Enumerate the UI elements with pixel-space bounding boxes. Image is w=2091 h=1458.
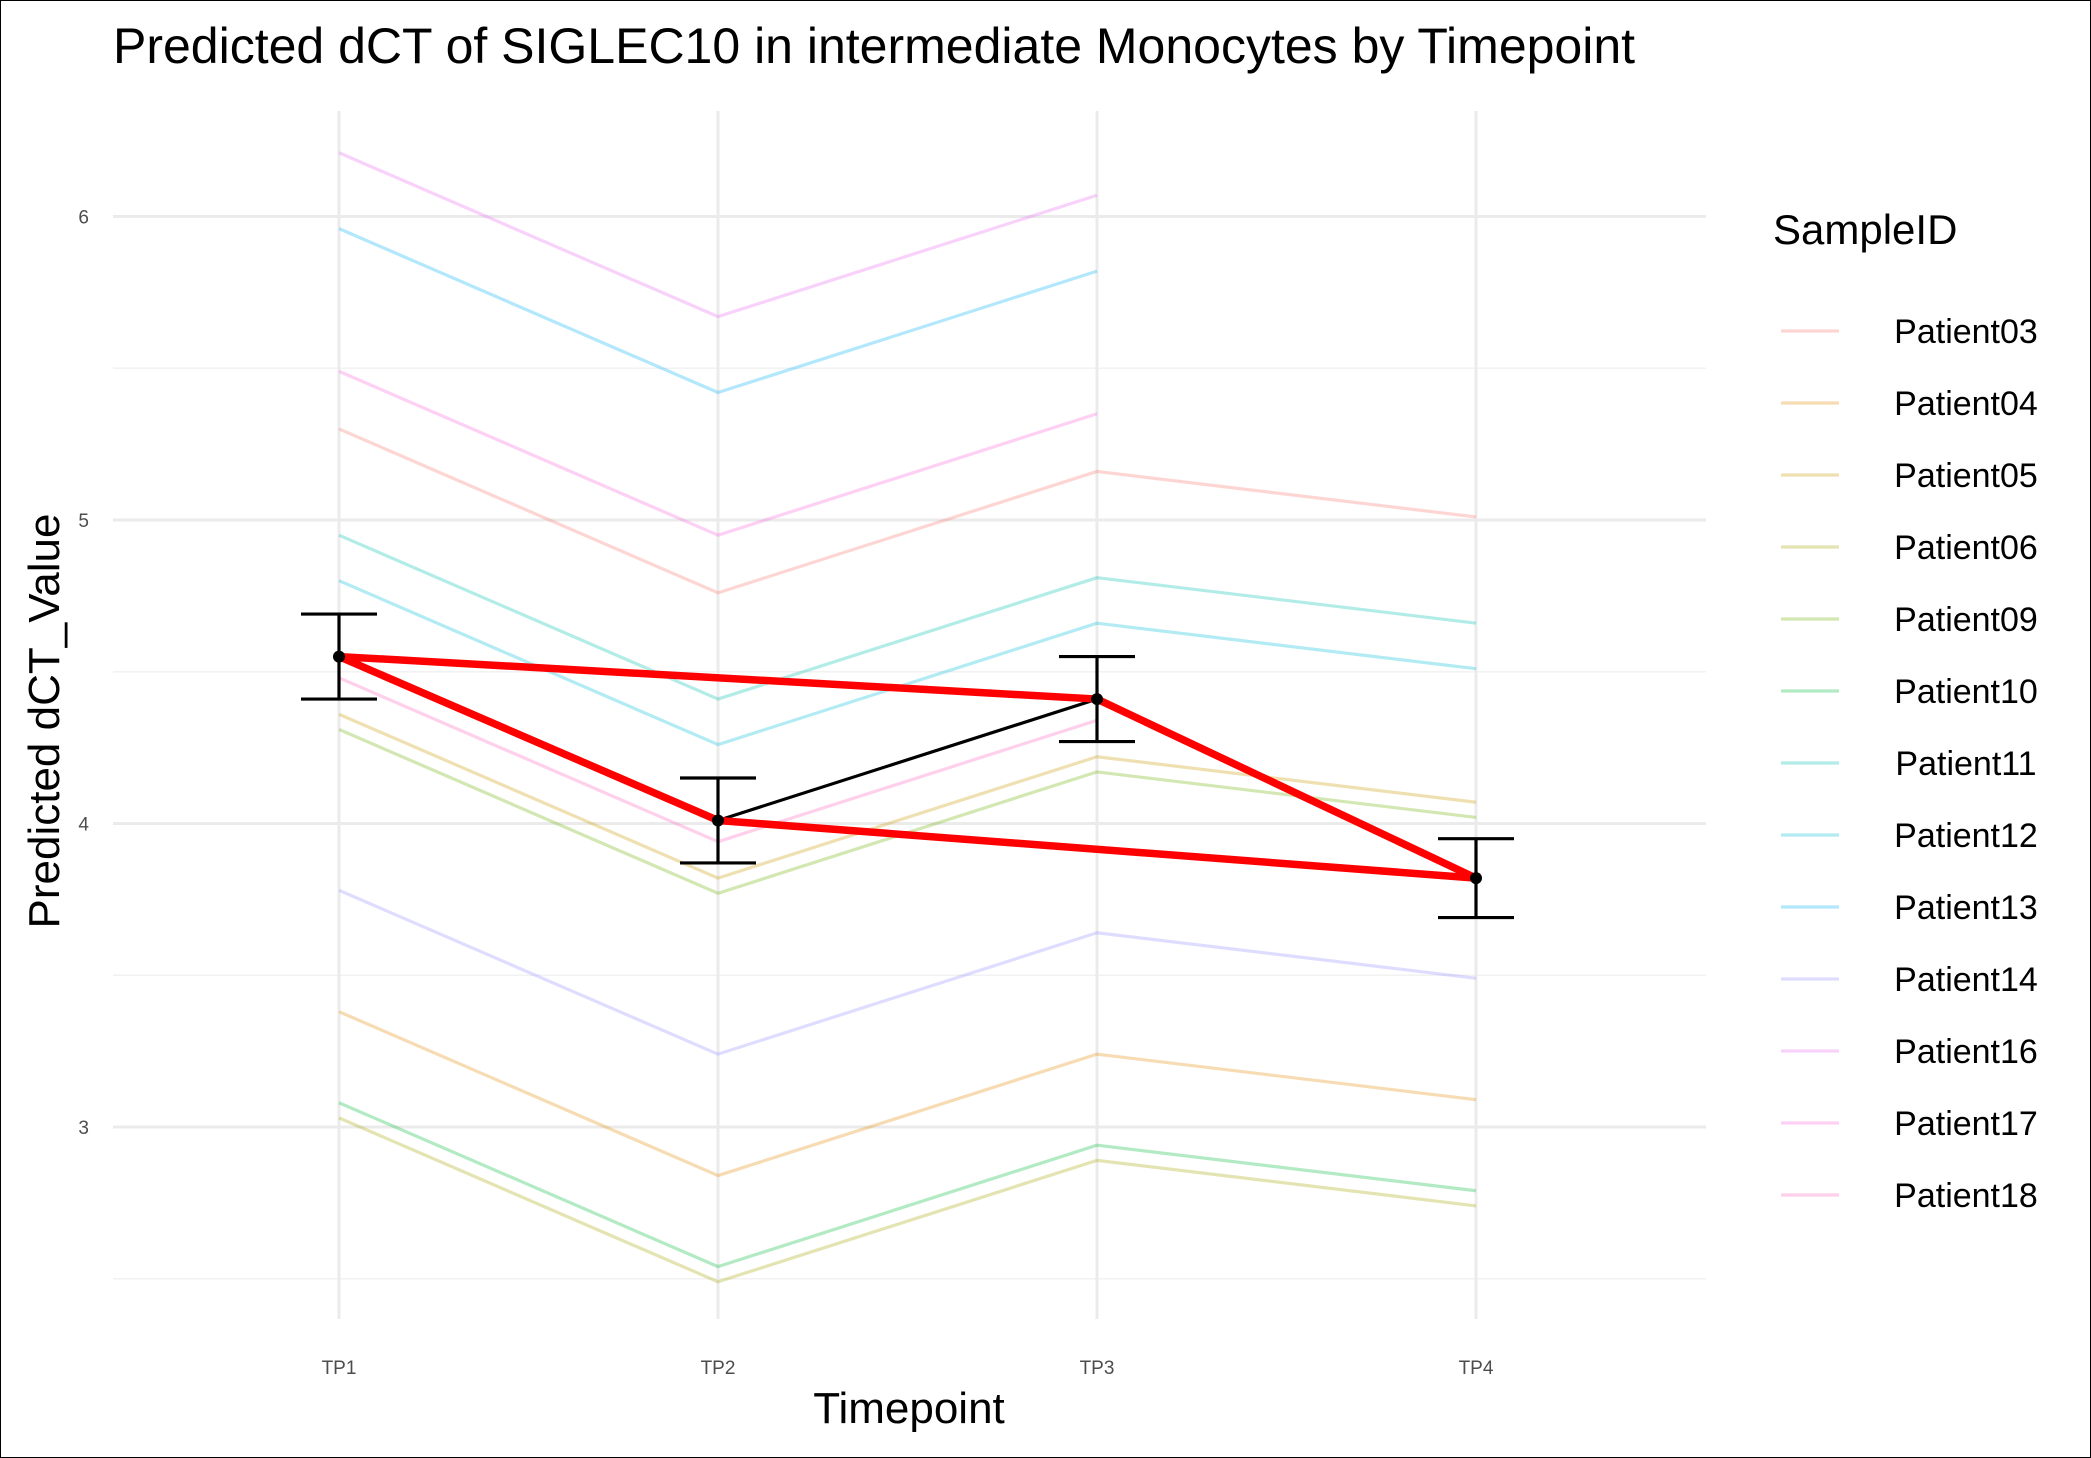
x-axis-title: Timepoint [813,1384,1005,1433]
x-tick-label: TP1 [322,1358,357,1379]
legend-label-patient11: Patient11 [1895,745,2036,783]
highlight-line [335,652,1480,882]
legend-title: SampleID [1773,206,1957,253]
series-line-patient13 [338,227,1098,395]
mean-point-tp2 [712,814,724,827]
series-layer [338,151,1477,1284]
series-line-patient12 [338,579,1477,747]
legend-label-patient09: Patient09 [1894,601,2038,639]
mean-point-tp1 [333,650,345,663]
series-line-patient11 [338,533,1477,701]
highlight-layer [333,650,1482,885]
legend-label-patient04: Patient04 [1894,385,2038,423]
y-axis-title: Predicted dCT_Value [20,514,69,929]
legend-label-patient03: Patient03 [1894,313,2038,351]
y-tick-label: 3 [78,1118,89,1139]
x-tick-label: TP4 [1459,1358,1494,1379]
legend-label-patient13: Patient13 [1894,889,2038,927]
legend-label-patient12: Patient12 [1894,817,2038,855]
series-line-patient16 [338,151,1098,319]
legend-label-patient17: Patient17 [1894,1105,2038,1143]
y-tick-label: 6 [78,208,89,229]
chart-title: Predicted dCT of SIGLEC10 in intermediat… [113,18,1635,74]
mean-layer [301,612,1514,920]
legend-label-patient16: Patient16 [1894,1033,2038,1071]
series-line-patient03 [338,427,1477,595]
legend-label-patient14: Patient14 [1894,961,2038,999]
series-line-patient14 [338,888,1477,1056]
legend: Patient03 Patient04 Patient05 Patient06 Pati… [1781,313,2038,1215]
series-line-patient10 [338,1101,1477,1269]
mean-point-tp4 [1470,872,1482,885]
x-tick-label: TP3 [1080,1358,1115,1379]
y-tick-label: 4 [78,815,89,836]
legend-label-patient10: Patient10 [1894,673,2038,711]
grid-layer [113,111,1706,1319]
axis-layer: 3 4 5 6 TP1 TP2 TP3 TP4 [78,208,1493,1380]
legend-label-patient06: Patient06 [1894,529,2038,567]
x-tick-label: TP2 [701,1358,736,1379]
series-line-patient06 [338,1116,1477,1284]
legend-label-patient05: Patient05 [1894,457,2038,495]
legend-label-patient18: Patient18 [1894,1177,2038,1215]
y-tick-label: 5 [78,511,89,532]
mean-point-tp3 [1091,693,1103,706]
series-line-patient05 [338,712,1477,880]
series-line-patient04 [338,1010,1477,1178]
series-line-patient17 [338,369,1098,537]
